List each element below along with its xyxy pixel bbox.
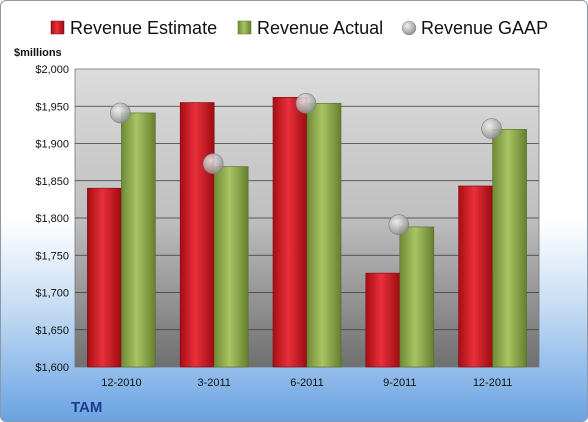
legend: Revenue Estimate Revenue Actual Revenue … (50, 18, 548, 38)
marker-revenue-gaap (295, 92, 317, 114)
y-tick-label: $1,650 (35, 325, 69, 337)
legend-marker-revenue-gaap (401, 20, 417, 36)
legend-label-revenue-actual: Revenue Actual (257, 18, 383, 38)
bar-revenue-actual (213, 166, 249, 368)
y-tick-label: $1,900 (35, 139, 69, 151)
y-tick-label: $1,600 (35, 362, 69, 374)
bars (87, 97, 527, 368)
x-tick-label: 12-2011 (473, 377, 513, 389)
marker-revenue-gaap (388, 214, 410, 236)
y-tick-label: $1,750 (35, 250, 69, 262)
x-tick-label: 12-2010 (101, 377, 141, 389)
bar-revenue-actual (399, 226, 435, 368)
legend-swatch-revenue-estimate (50, 20, 65, 35)
y-tick-label: $1,950 (35, 101, 69, 113)
bar-revenue-estimate (87, 187, 122, 368)
bar-revenue-estimate (458, 185, 493, 368)
legend-label-revenue-estimate: Revenue Estimate (70, 18, 217, 38)
bar-revenue-actual (121, 112, 156, 368)
bar-revenue-actual (492, 129, 527, 368)
marker-revenue-gaap (202, 153, 224, 174)
legend-label-revenue-gaap: Revenue GAAP (421, 18, 548, 38)
ticker-label: TAM (71, 399, 102, 416)
x-axis-ticks: 12-2010 3-2011 6-2011 9-2011 12-2011 (101, 377, 512, 389)
marker-revenue-gaap (110, 102, 131, 124)
bar-revenue-actual (306, 102, 342, 368)
bar-revenue-estimate (179, 102, 215, 368)
marker-revenue-gaap (481, 118, 502, 139)
y-tick-label: $1,850 (35, 176, 69, 188)
x-tick-label: 9-2011 (383, 377, 416, 389)
y-tick-label: $1,800 (35, 213, 69, 225)
y-tick-label: $1,700 (35, 288, 69, 300)
y-unit-label: $millions (14, 47, 62, 59)
y-axis-ticks: $1,600 $1,650 $1,700 $1,750 $1,800 $1,850 $1,9… (35, 64, 69, 374)
bar-revenue-estimate (272, 97, 308, 368)
legend-swatch-revenue-actual (237, 20, 252, 35)
gaap-markers (110, 92, 502, 236)
bar-revenue-estimate (365, 272, 401, 368)
x-tick-label: 6-2011 (290, 377, 323, 389)
y-tick-label: $2,000 (35, 64, 69, 76)
x-tick-label: 3-2011 (197, 377, 230, 389)
